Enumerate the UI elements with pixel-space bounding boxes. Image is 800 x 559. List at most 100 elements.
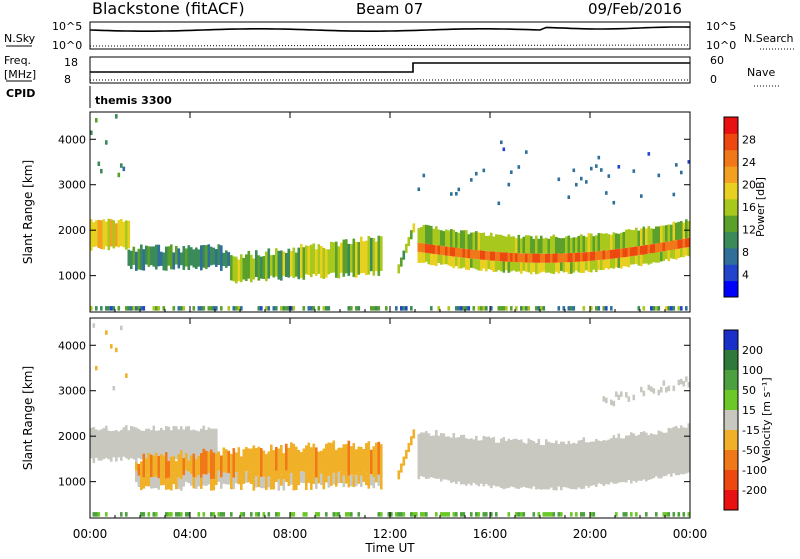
heatmap-cell — [535, 235, 538, 254]
y-tick-label: 4000 — [58, 339, 86, 352]
heatmap-cell — [505, 261, 508, 271]
heatmap-cell — [287, 447, 291, 475]
heatmap-cell — [630, 256, 633, 265]
heatmap-cell — [460, 257, 463, 269]
heatmap-cell — [457, 306, 461, 311]
heatmap-cell — [545, 253, 548, 263]
heatmap-cell — [407, 237, 411, 247]
heatmap-cell — [522, 512, 526, 517]
heatmap-cell — [592, 441, 596, 486]
heatmap-cell — [292, 247, 296, 279]
heatmap-cell — [650, 386, 653, 392]
heatmap-cell — [487, 436, 491, 486]
heatmap-cell — [635, 435, 638, 483]
heatmap-cell — [340, 242, 343, 273]
heatmap-cell — [200, 453, 203, 478]
heatmap-cell — [302, 448, 306, 472]
heatmap-cell — [212, 452, 216, 479]
heatmap-cell — [310, 306, 313, 311]
heatmap-cell — [447, 306, 451, 311]
heatmap-cell — [520, 512, 523, 517]
heatmap-cell — [342, 239, 346, 277]
heatmap-cell — [500, 438, 503, 488]
heatmap-cell — [620, 257, 623, 269]
heatmap-cell — [615, 437, 618, 484]
heatmap-cell — [512, 262, 516, 271]
heatmap-cell — [577, 261, 581, 273]
heatmap-cell — [95, 429, 98, 458]
heatmap-cell — [490, 260, 493, 270]
heatmap-cell — [415, 512, 418, 517]
heatmap-cell — [357, 512, 361, 517]
heatmap-cell — [222, 512, 226, 517]
heatmap-cell — [272, 306, 276, 311]
heatmap-cell — [680, 170, 683, 175]
y-tick-label: 3000 — [58, 179, 86, 192]
heatmap-cell — [260, 256, 263, 279]
heatmap-cell — [135, 462, 138, 471]
heatmap-cell — [110, 219, 113, 247]
heatmap-cell — [282, 453, 286, 480]
heatmap-cell — [612, 249, 616, 259]
heatmap-cell — [250, 472, 253, 484]
power-colorbar-swatch — [724, 247, 738, 265]
heatmap-cell — [642, 226, 646, 246]
velocity-colorbar-tick: -15 — [742, 424, 760, 437]
heatmap-cell — [572, 262, 576, 273]
heatmap-cell — [647, 226, 651, 245]
heatmap-cell — [460, 248, 463, 258]
heatmap-cell — [245, 254, 248, 281]
heatmap-cell — [657, 243, 661, 253]
heatmap-cell — [685, 247, 688, 256]
heatmap-cell — [532, 262, 536, 272]
heatmap-cell — [487, 235, 491, 252]
heatmap-cell — [147, 428, 151, 457]
heatmap-cell — [677, 239, 681, 249]
heatmap-cell — [220, 512, 223, 517]
heatmap-cell — [452, 229, 456, 248]
heatmap-cell — [437, 245, 441, 255]
heatmap-cell — [195, 430, 198, 460]
heatmap-cell — [622, 512, 626, 517]
heatmap-cell — [175, 426, 178, 460]
beam-title: Beam 07 — [356, 0, 423, 18]
heatmap-cell — [585, 236, 588, 253]
heatmap-cell — [155, 452, 158, 477]
nsearch-trace — [89, 44, 691, 47]
heatmap-cell — [590, 441, 593, 486]
heatmap-cell — [92, 222, 96, 247]
heatmap-cell — [307, 442, 311, 472]
heatmap-cell — [435, 430, 438, 479]
heatmap-cell — [312, 243, 316, 274]
heatmap-cell — [545, 512, 548, 517]
heatmap-cell — [125, 306, 128, 311]
heatmap-cell — [190, 455, 193, 475]
heatmap-cell — [132, 426, 136, 460]
heatmap-cell — [402, 306, 406, 311]
heatmap-cell — [265, 306, 268, 311]
heatmap-cell — [292, 443, 296, 479]
heatmap-cell — [540, 235, 543, 254]
heatmap-cell — [170, 456, 173, 480]
heatmap-cell — [402, 512, 406, 517]
heatmap-cell — [157, 306, 161, 311]
heatmap-cell — [355, 241, 358, 278]
heatmap-cell — [602, 259, 606, 270]
heatmap-cell — [642, 390, 646, 397]
heatmap-cell — [567, 306, 571, 311]
heatmap-cell — [207, 244, 211, 268]
heatmap-cell — [492, 436, 496, 486]
power-colorbar-swatch — [724, 166, 738, 183]
heatmap-cell — [475, 435, 478, 485]
heatmap-cell — [125, 425, 128, 459]
heatmap-cell — [110, 344, 113, 349]
heatmap-cell — [555, 236, 558, 254]
heatmap-cell — [137, 428, 141, 459]
heatmap-cell — [645, 228, 648, 245]
heatmap-cell — [600, 250, 603, 260]
nsky-trace — [89, 26, 691, 32]
heatmap-cell — [625, 512, 628, 517]
heatmap-cell — [670, 224, 673, 241]
heatmap-cell — [667, 512, 671, 517]
heatmap-cell — [532, 253, 536, 263]
